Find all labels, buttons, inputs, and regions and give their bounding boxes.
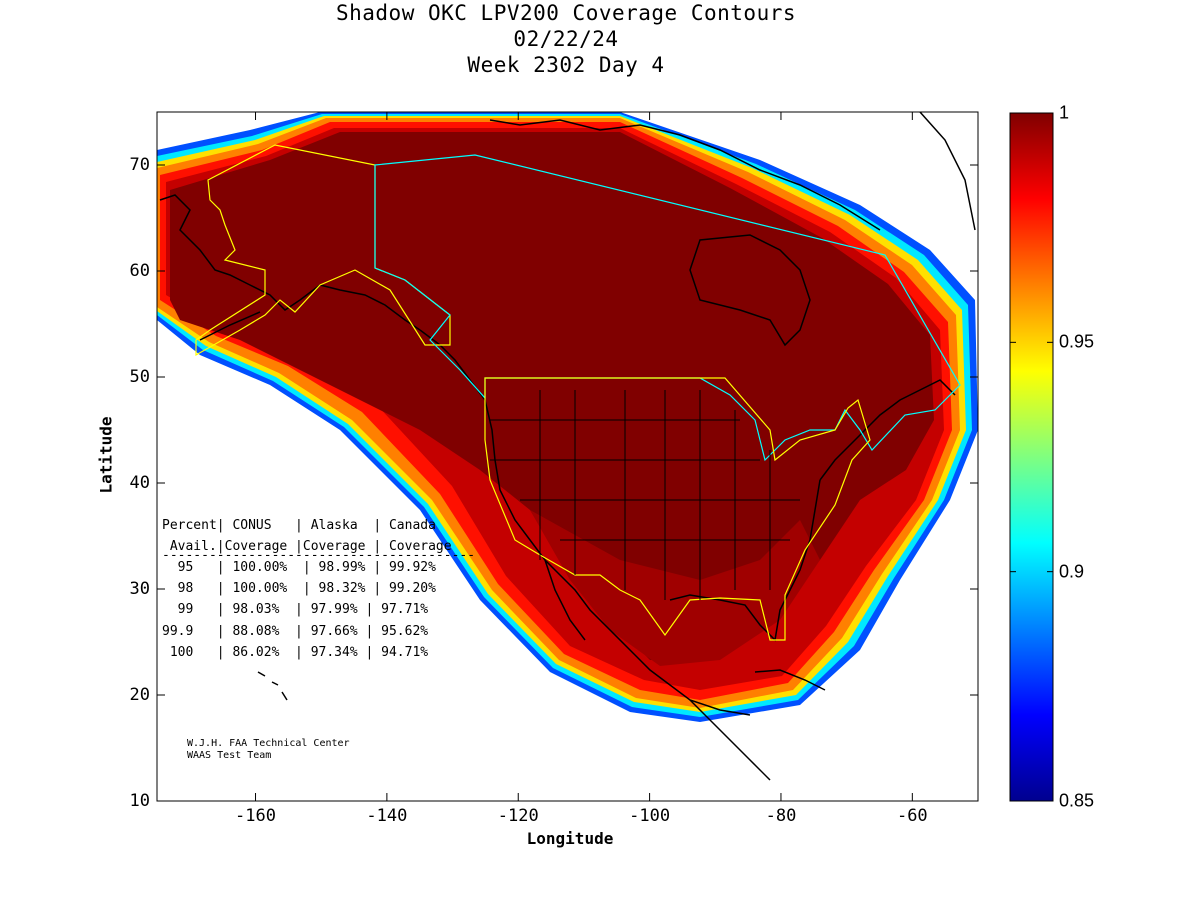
coverage-contours bbox=[157, 112, 978, 722]
colorbar-tick-label: 0.85 bbox=[1059, 790, 1095, 811]
stats-row-99: 99 | 98.03% | 97.99% | 97.71% bbox=[162, 602, 429, 617]
gulf-coast bbox=[669, 479, 821, 642]
hudson-bay bbox=[689, 234, 811, 347]
coverage-full bbox=[170, 132, 934, 660]
aleutians bbox=[199, 311, 261, 341]
state-borders bbox=[490, 390, 800, 600]
axis-ticks bbox=[157, 112, 978, 802]
credit-line-2: WAAS Test Team bbox=[187, 750, 272, 761]
y-tick-label: 20 bbox=[129, 685, 150, 705]
y-tick-label: 70 bbox=[129, 155, 150, 175]
colorbar-tick-label: 0.9 bbox=[1059, 561, 1085, 582]
credit-line-1: W.J.H. FAA Technical Center bbox=[187, 738, 350, 749]
colorbar-ticks bbox=[1010, 112, 1053, 802]
atlantic-coast bbox=[819, 379, 956, 481]
stats-row-98: 98 | 100.00% | 98.32% | 99.20% bbox=[162, 581, 436, 596]
x-tick-label: -80 bbox=[765, 806, 797, 826]
stats-row-100: 100 | 86.02% | 97.34% | 94.71% bbox=[162, 645, 429, 660]
chart-title: Shadow OKC LPV200 Coverage Contours bbox=[335, 1, 796, 25]
conus-outline bbox=[484, 377, 871, 641]
colorbar-tick-label: 1 bbox=[1059, 102, 1070, 123]
x-tick-label: -100 bbox=[629, 806, 671, 826]
y-tick-label: 40 bbox=[129, 473, 150, 493]
arctic-islands bbox=[489, 119, 881, 231]
y-tick-label: 30 bbox=[129, 579, 150, 599]
stats-header-1: Percent| CONUS | Alaska | Canada bbox=[162, 518, 436, 533]
colorbar-tick-label: 0.95 bbox=[1059, 331, 1095, 352]
alaska-coast bbox=[159, 194, 421, 331]
plot-frame bbox=[156, 111, 979, 802]
central-america bbox=[689, 699, 771, 781]
x-tick-label: -160 bbox=[235, 806, 276, 826]
chart-date: 02/22/24 bbox=[513, 27, 619, 51]
x-tick-label: -140 bbox=[366, 806, 408, 826]
baja bbox=[544, 559, 586, 641]
stats-divider: ---------------------------------------- bbox=[162, 548, 476, 563]
x-axis-label: Longitude bbox=[526, 829, 614, 848]
region-outlines bbox=[195, 144, 961, 641]
y-tick-label: 50 bbox=[129, 367, 150, 387]
coverage-full-lower bbox=[530, 510, 820, 666]
y-tick-label: 60 bbox=[129, 261, 150, 281]
chart-week: Week 2302 Day 4 bbox=[467, 53, 665, 77]
stats-row-95: 95 | 100.00% | 98.99% | 99.92% bbox=[162, 560, 436, 575]
x-tick-label: -120 bbox=[497, 806, 539, 826]
hawaii bbox=[257, 671, 288, 701]
greenland bbox=[919, 112, 976, 231]
stats-row-99-9: 99.9 | 88.08% | 97.66% | 95.62% bbox=[162, 624, 429, 639]
y-tick-label: 10 bbox=[129, 791, 150, 811]
colorbar bbox=[1009, 112, 1054, 802]
stats-header-2: Avail.|Coverage |Coverage | Coverage bbox=[162, 539, 452, 554]
cuba bbox=[754, 669, 826, 691]
x-tick-label: -60 bbox=[896, 806, 928, 826]
canada-outline bbox=[374, 154, 961, 462]
y-axis-label: Latitude bbox=[96, 416, 116, 494]
